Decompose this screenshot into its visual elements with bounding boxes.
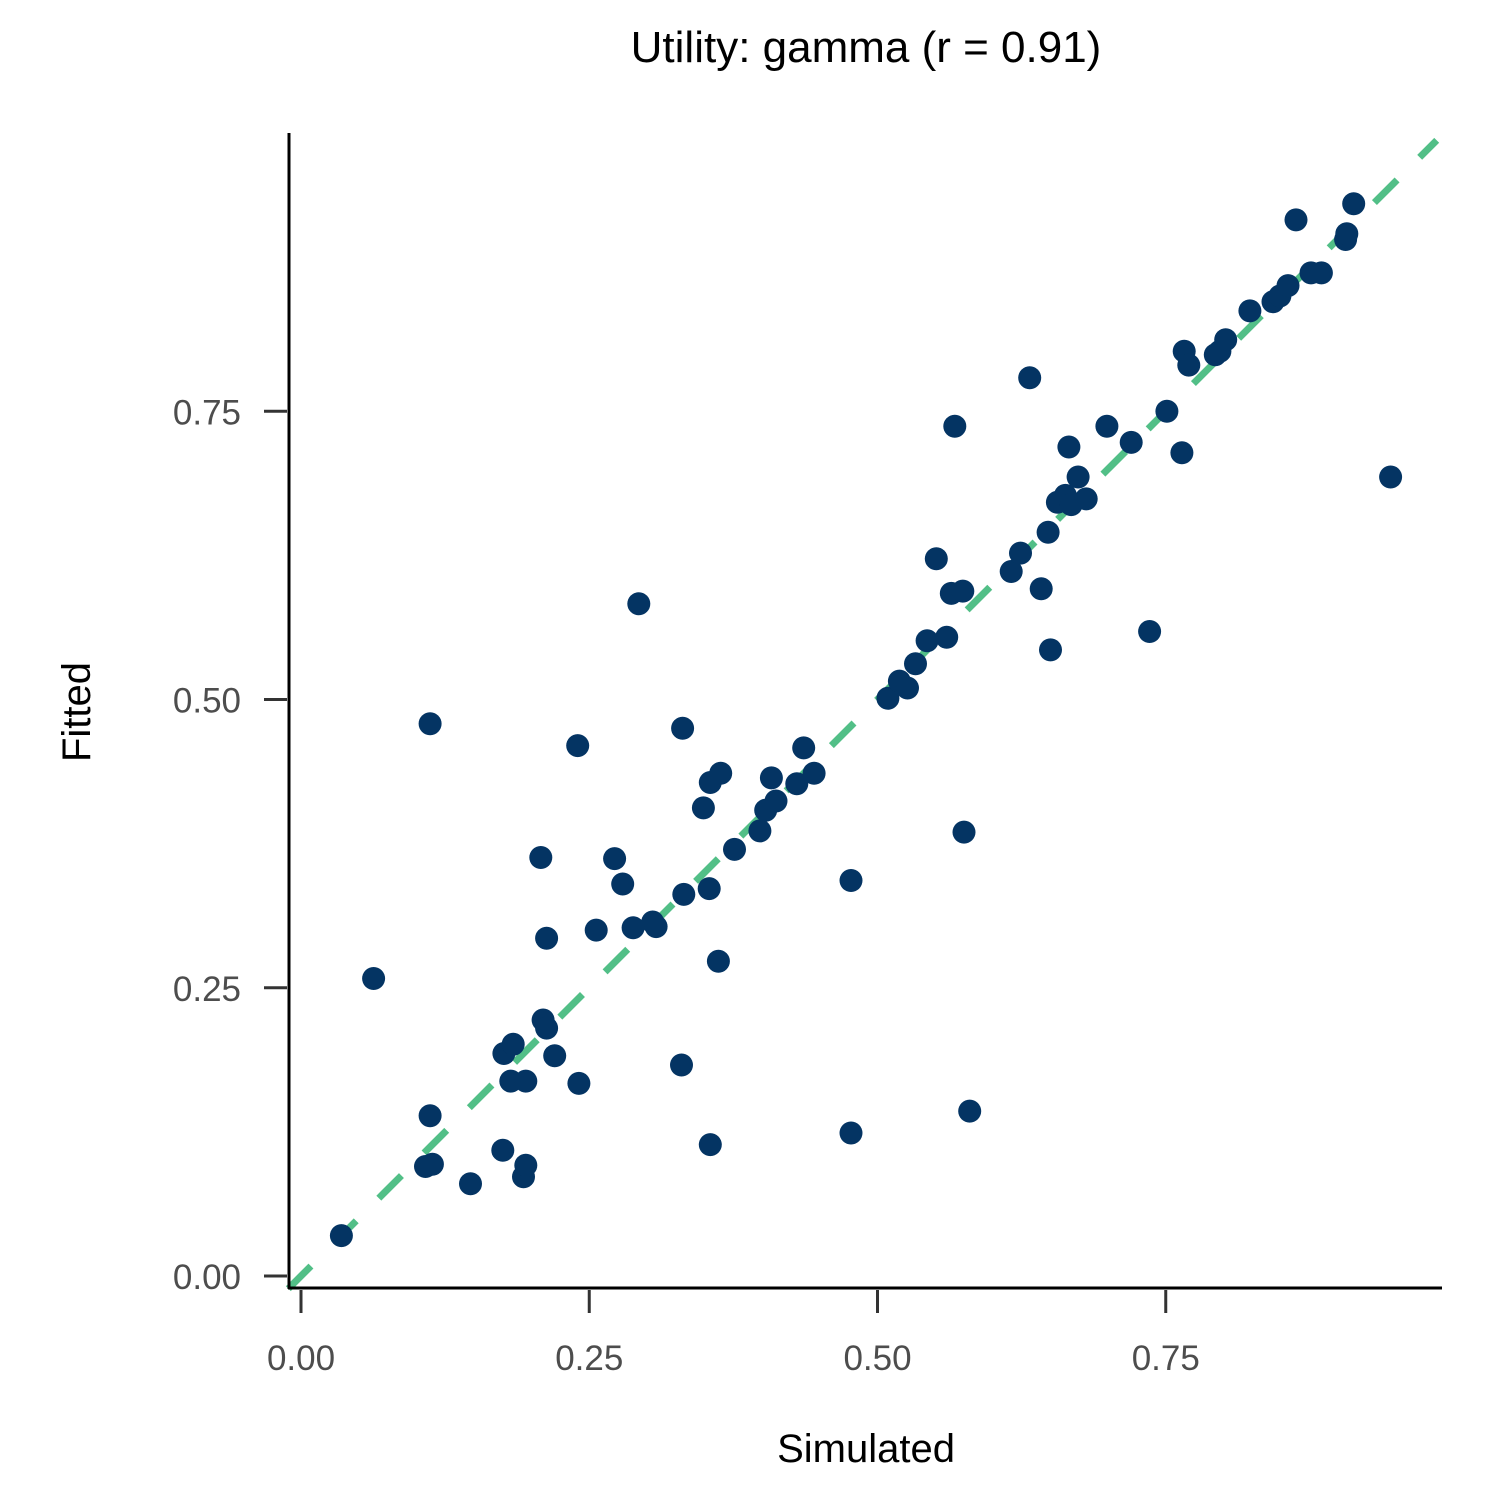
chart-title: Utility: gamma (r = 0.91) (631, 23, 1102, 72)
data-point (915, 629, 939, 653)
data-point (529, 846, 553, 869)
data-point (671, 716, 695, 740)
data-point (1309, 261, 1333, 285)
data-point (697, 877, 721, 901)
data-point (644, 915, 668, 939)
data-point (567, 1071, 591, 1095)
data-point (566, 734, 590, 758)
data-point (1036, 520, 1060, 544)
data-point (543, 1044, 567, 1068)
data-point (1284, 208, 1308, 232)
y-tick-label: 0.50 (173, 682, 241, 721)
data-point (706, 949, 730, 973)
data-point (1018, 366, 1042, 390)
data-point (420, 1152, 444, 1176)
data-point (1029, 577, 1053, 601)
data-point (952, 820, 976, 844)
data-point (670, 1053, 693, 1077)
x-tick-label: 0.25 (555, 1339, 623, 1378)
data-point (904, 652, 927, 676)
data-point (839, 869, 863, 892)
data-point (584, 918, 608, 942)
data-point (418, 1104, 442, 1128)
data-point (535, 1016, 559, 1040)
data-point (943, 414, 967, 438)
data-point (691, 796, 715, 820)
data-point (1276, 274, 1300, 298)
data-point (1066, 465, 1090, 489)
data-point (362, 967, 386, 990)
data-point (709, 761, 733, 785)
data-point (896, 676, 919, 700)
data-point (611, 872, 635, 896)
data-point (627, 592, 651, 616)
data-point (621, 916, 645, 940)
data-point (839, 1121, 863, 1145)
data-point (876, 686, 900, 710)
x-tick-label: 0.75 (1132, 1339, 1200, 1378)
data-point (698, 1133, 722, 1157)
data-point (999, 560, 1023, 583)
data-point (1155, 399, 1179, 423)
data-point (329, 1224, 353, 1248)
data-point (951, 579, 975, 603)
x-axis-ticks: 0.00 0.25 0.50 0.75 (267, 1290, 1200, 1378)
data-point (764, 789, 788, 813)
data-point (759, 766, 783, 790)
reference-line (285, 137, 1440, 1292)
data-point (723, 837, 746, 861)
data-point (748, 819, 772, 843)
data-points (329, 192, 1403, 1248)
data-point (1095, 414, 1119, 438)
data-point (1057, 435, 1081, 459)
data-point (491, 1138, 515, 1162)
identity-reference-line (285, 137, 1440, 1292)
data-point (1039, 638, 1062, 662)
data-point (501, 1032, 525, 1056)
data-point (1342, 192, 1366, 216)
y-tick-label: 0.25 (173, 970, 241, 1009)
x-tick-label: 0.00 (267, 1339, 335, 1378)
data-point (1074, 487, 1098, 511)
data-point (459, 1172, 482, 1196)
data-point (1335, 222, 1359, 246)
data-point (792, 736, 816, 760)
data-point (1379, 465, 1403, 489)
data-point (935, 625, 959, 649)
data-point (672, 882, 696, 906)
y-tick-label: 0.00 (173, 1258, 241, 1297)
y-tick-label: 0.75 (173, 393, 241, 432)
data-point (1009, 541, 1032, 565)
data-point (535, 926, 559, 950)
y-axis-ticks: 0.00 0.25 0.50 0.75 (173, 393, 287, 1297)
data-point (1170, 441, 1194, 465)
x-tick-label: 0.50 (843, 1339, 911, 1378)
data-point (514, 1069, 538, 1093)
y-axis-label: Fitted (55, 662, 99, 762)
data-point (1238, 299, 1262, 323)
data-point (418, 712, 442, 736)
data-point (924, 547, 948, 571)
data-point (802, 761, 826, 785)
data-point (1138, 620, 1162, 643)
data-point (1119, 430, 1143, 454)
data-point (603, 847, 627, 871)
data-point (514, 1153, 538, 1177)
data-point (1177, 353, 1201, 377)
data-point (958, 1099, 982, 1123)
x-axis-label: Simulated (777, 1427, 955, 1471)
data-point (785, 772, 809, 796)
data-point (1214, 328, 1238, 352)
